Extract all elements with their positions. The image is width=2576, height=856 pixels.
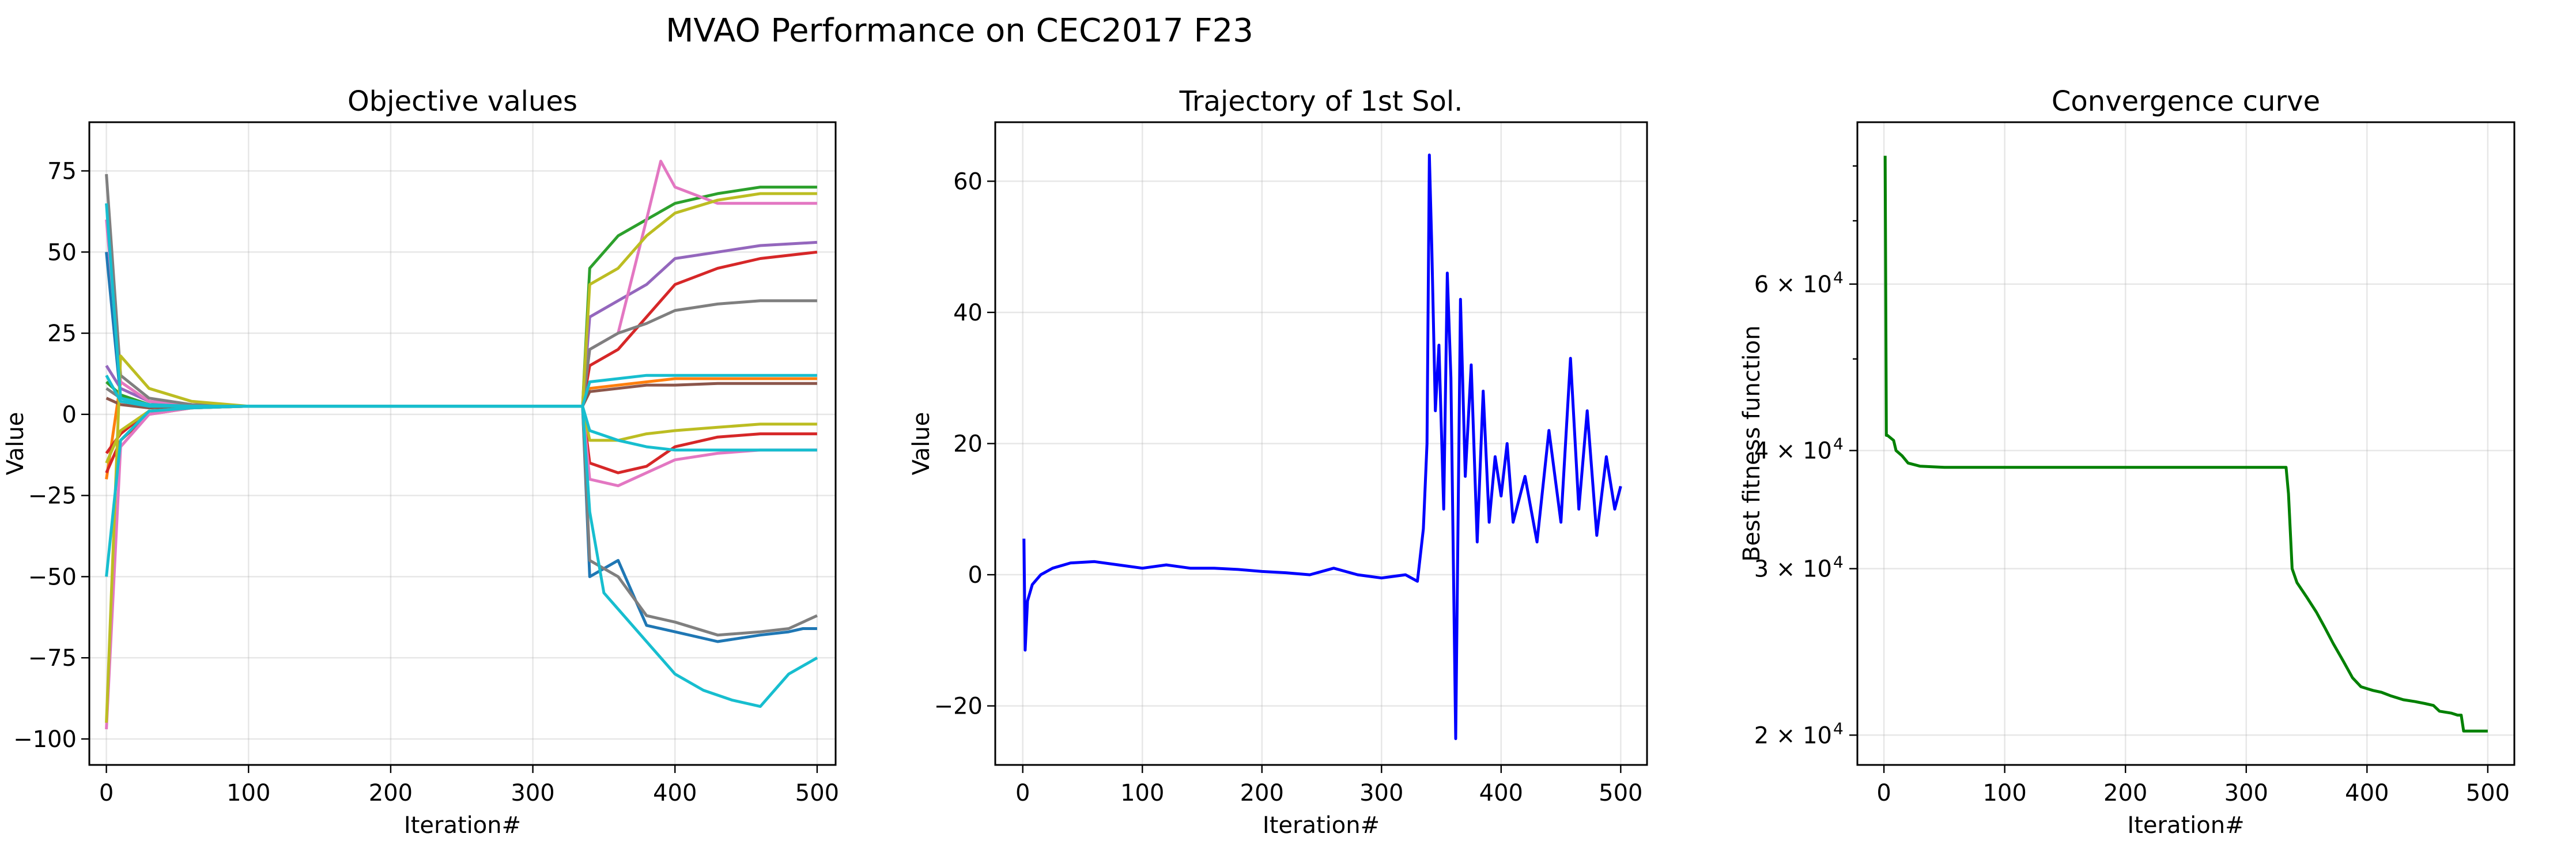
panel1-ticks: 0 100 200 300 400 500 75 50 25 0 −25 −50 −75 −100: [13, 158, 839, 806]
panel2-ylabel: Value: [908, 412, 935, 476]
panel3-xtick-label: 100: [1982, 780, 2026, 806]
panel3-frame: [1856, 121, 2515, 766]
panel3-ytick-label: 3 × 10: [1754, 556, 1832, 583]
panel2-xtick-label: 0: [1015, 780, 1030, 806]
panel3-ytick-exponent: 4: [1833, 719, 1844, 738]
panel1-ytick-label: 75: [47, 158, 77, 184]
panel2-xtick-label: 300: [1359, 780, 1403, 806]
panel2-ytick-label: 20: [953, 431, 983, 458]
panel2-xtick-label: 400: [1479, 780, 1523, 806]
panel2-series-line-1: [1022, 153, 1622, 740]
panel3-plot-area: [1883, 156, 2488, 733]
panel1-xtick-label: 200: [369, 780, 413, 806]
panel3-xtick-label: 500: [2466, 780, 2510, 806]
panel1-xlabel: Iteration#: [404, 812, 521, 839]
panel1-series-line-10: [105, 174, 818, 637]
panel2-series-layer: [1022, 153, 1622, 740]
panel2-xtick-label: 200: [1240, 780, 1284, 806]
panel1-ytick-label: −50: [28, 564, 77, 590]
panel2-ytick-label: 40: [953, 300, 983, 326]
panel1-series-layer: [105, 160, 818, 730]
panel3-xtick-label: 200: [2103, 780, 2147, 806]
panel3-ytick-label: 2 × 10: [1754, 722, 1832, 749]
panel3-ytick-exponent: 4: [1833, 268, 1844, 287]
panel3-ytick-label: 6 × 10: [1754, 271, 1832, 298]
panel2-ytick-label: 60: [953, 168, 983, 195]
panel3-xlabel: Iteration#: [2127, 812, 2244, 839]
panel1-frame: [88, 121, 837, 766]
panel3-ylabel: Best fitness function: [1739, 326, 1765, 562]
panel1-ytick-label: −75: [28, 645, 77, 672]
panel2-ytick-label: −20: [934, 693, 983, 720]
panel2-grid: [995, 122, 1647, 765]
panel3-ytick-exponent: 4: [1833, 435, 1844, 454]
panel3-ytick-exponent: 4: [1833, 553, 1844, 572]
panel2-xtick-label: 100: [1120, 780, 1164, 806]
panel1-plot-area: [105, 160, 818, 730]
panel1-title: Objective values: [348, 85, 577, 118]
panel1-xtick-label: 500: [795, 780, 839, 806]
panel1-grid: [89, 122, 836, 765]
panel3-series-layer: [1883, 156, 2488, 733]
panel1-xtick-label: 300: [511, 780, 554, 806]
panel3-series-line-1: [1883, 156, 2488, 733]
panel3-grid: [1857, 122, 2514, 765]
panel2-xtick-label: 500: [1599, 780, 1642, 806]
panel1-ytick-label: 25: [47, 320, 77, 347]
panel-objective-values: 0 100 200 300 400 500 75 50 25 0 −25 −50 −75 −100 Obj…: [2, 85, 839, 839]
panel2-xlabel: Iteration#: [1263, 812, 1380, 839]
panel3-xtick-label: 400: [2345, 780, 2389, 806]
panel3-xtick-label: 0: [1876, 780, 1891, 806]
panel3-xtick-label: 300: [2224, 780, 2268, 806]
panel3-ytick-label: 4 × 10: [1754, 438, 1832, 465]
panel1-ytick-label: −100: [13, 726, 77, 753]
panel1-xtick-label: 100: [226, 780, 270, 806]
panel1-xtick-label: 400: [653, 780, 697, 806]
panel1-series-line-16: [105, 374, 817, 452]
panel2-title: Trajectory of 1st Sol.: [1179, 85, 1463, 118]
panel2-plot-area: [1022, 153, 1622, 740]
panel1-xtick-label: 0: [99, 780, 114, 806]
panel1-ytick-label: −25: [28, 483, 77, 510]
panel2-ytick-label: 0: [968, 562, 983, 589]
panel1-ytick-label: 50: [47, 239, 77, 266]
panel1-ytick-label: 0: [62, 402, 77, 428]
panel1-ylabel: Value: [2, 412, 29, 476]
panel3-title: Convergence curve: [2052, 85, 2320, 118]
figure-suptitle: MVAO Performance on CEC2017 F23: [666, 12, 1253, 50]
